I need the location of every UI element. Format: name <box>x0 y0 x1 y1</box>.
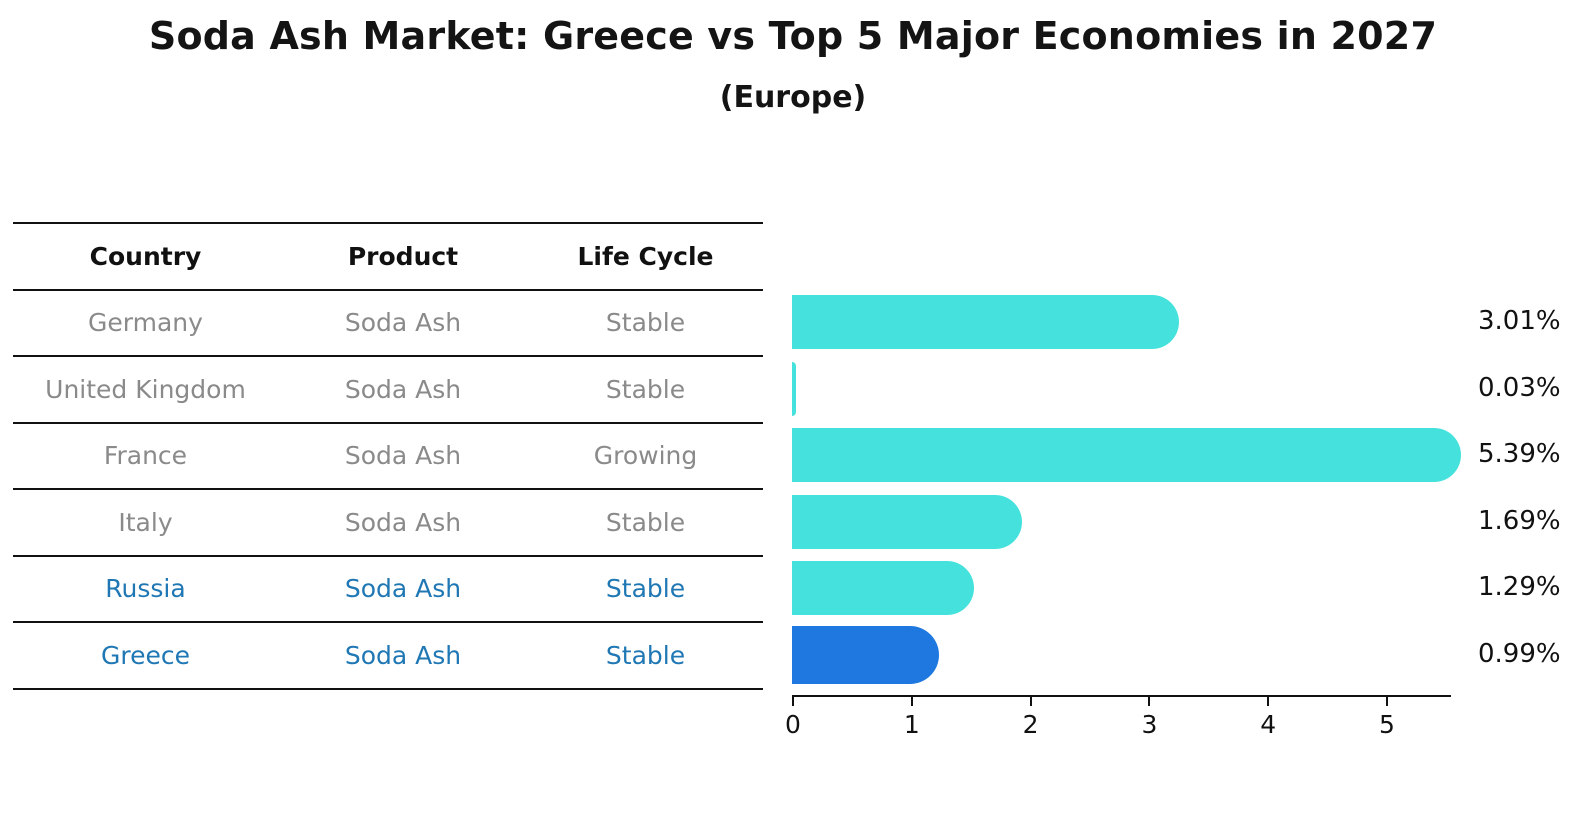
cell-country: United Kingdom <box>45 374 246 404</box>
table-body: Germany Soda Ash Stable United Kingdom Soda … <box>13 291 763 690</box>
cell-life-cycle: Stable <box>605 574 686 604</box>
x-axis-tick-label: 5 <box>1379 710 1395 739</box>
table-row: France Soda Ash Growing <box>13 424 763 490</box>
table-row: Russia Soda Ash Stable <box>13 557 763 623</box>
country-table: Country Product Life Cycle Germany Soda A… <box>13 222 763 690</box>
cell-product: Soda Ash <box>344 374 462 404</box>
cell-country: Italy <box>118 507 173 537</box>
bar <box>792 361 796 416</box>
x-axis-tick <box>1148 697 1151 706</box>
column-header-life-cycle: Life Cycle <box>577 241 714 271</box>
x-axis-tick <box>792 697 794 706</box>
table-row: United Kingdom Soda Ash Stable <box>13 357 763 424</box>
value-label: 5.39% <box>1478 439 1561 470</box>
x-axis-tick <box>910 697 913 706</box>
chart-subtitle: (Europe) <box>719 80 867 115</box>
value-label: 0.03% <box>1478 372 1561 403</box>
x-axis-tick <box>1029 697 1032 706</box>
value-label: 0.99% <box>1478 638 1561 669</box>
table-row: Germany Soda Ash Stable <box>13 291 763 357</box>
bar <box>792 494 1022 549</box>
column-header-product: Product <box>347 241 459 271</box>
cell-country: France <box>103 441 188 471</box>
cell-country: Russia <box>105 574 186 604</box>
bar <box>792 295 1179 350</box>
cell-life-cycle: Stable <box>605 374 686 404</box>
value-label: 1.69% <box>1478 505 1561 536</box>
cell-product: Soda Ash <box>344 441 462 471</box>
table-header-row: Country Product Life Cycle <box>13 224 763 291</box>
cell-product: Soda Ash <box>344 308 462 338</box>
bar <box>792 428 1462 483</box>
table-row: Greece Soda Ash Stable <box>13 623 763 690</box>
cell-country: Greece <box>101 640 190 670</box>
value-label: 1.29% <box>1478 572 1561 603</box>
table-row: Italy Soda Ash Stable <box>13 490 763 557</box>
cell-product: Soda Ash <box>344 640 462 670</box>
cell-product: Soda Ash <box>344 574 462 604</box>
x-axis-tick-label: 2 <box>1022 710 1039 739</box>
x-axis-tick-label: 1 <box>903 710 920 739</box>
column-header-country: Country <box>89 241 202 271</box>
x-axis-tick-label: 0 <box>785 710 801 739</box>
value-label: 3.01% <box>1478 306 1561 337</box>
bar-highlighted <box>792 625 939 684</box>
cell-life-cycle: Stable <box>605 640 686 670</box>
x-axis-tick <box>1267 697 1270 706</box>
cell-life-cycle: Growing <box>593 441 698 471</box>
x-axis-line <box>792 695 1452 697</box>
chart-title: Soda Ash Market: Greece vs Top 5 Major E… <box>148 14 1438 58</box>
cell-life-cycle: Stable <box>605 507 686 537</box>
x-axis-tick <box>1386 697 1388 706</box>
x-axis-tick-label: 4 <box>1260 710 1277 739</box>
bar <box>792 561 975 616</box>
x-axis-tick-label: 3 <box>1141 710 1158 739</box>
cell-country: Germany <box>88 308 203 338</box>
cell-product: Soda Ash <box>344 507 462 537</box>
cell-life-cycle: Stable <box>605 308 686 338</box>
